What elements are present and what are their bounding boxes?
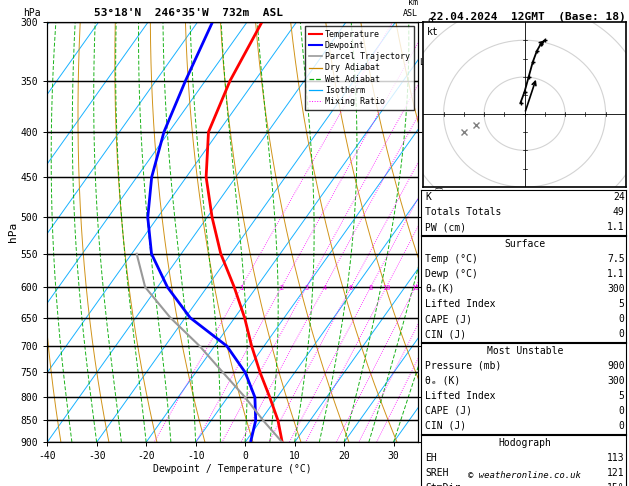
Text: 1.1: 1.1 (607, 222, 625, 232)
Text: 49: 49 (613, 207, 625, 217)
Text: 113: 113 (607, 452, 625, 463)
Text: PW (cm): PW (cm) (425, 222, 466, 232)
Text: 7.5: 7.5 (607, 254, 625, 264)
Text: 5: 5 (619, 391, 625, 401)
Text: 0: 0 (619, 329, 625, 339)
Text: hPa: hPa (23, 8, 41, 17)
Text: 10: 10 (382, 285, 391, 291)
Text: 2: 2 (279, 285, 284, 291)
Text: θₑ(K): θₑ(K) (425, 284, 455, 294)
Text: kt: kt (427, 27, 439, 37)
Text: 300: 300 (607, 284, 625, 294)
Text: © weatheronline.co.uk: © weatheronline.co.uk (467, 471, 581, 480)
Text: 3: 3 (304, 285, 308, 291)
Text: EH: EH (425, 452, 437, 463)
Text: km
ASL: km ASL (403, 0, 418, 17)
Text: Dewp (°C): Dewp (°C) (425, 269, 478, 279)
Text: Totals Totals: Totals Totals (425, 207, 501, 217)
Text: Most Unstable: Most Unstable (487, 346, 563, 356)
Text: K: K (425, 192, 431, 202)
Text: 15°: 15° (607, 483, 625, 486)
Text: Hodograph: Hodograph (498, 437, 552, 448)
Text: 300: 300 (607, 376, 625, 386)
Text: 0: 0 (619, 406, 625, 416)
Text: StmDir: StmDir (425, 483, 460, 486)
Text: 15: 15 (411, 285, 420, 291)
Text: Surface: Surface (504, 239, 545, 249)
Text: 4: 4 (322, 285, 326, 291)
Text: 900: 900 (607, 361, 625, 371)
Text: 1: 1 (239, 285, 243, 291)
Text: 22.04.2024  12GMT  (Base: 18): 22.04.2024 12GMT (Base: 18) (430, 12, 626, 22)
Y-axis label: Mixing Ratio (g/kg): Mixing Ratio (g/kg) (436, 185, 445, 279)
Text: Temp (°C): Temp (°C) (425, 254, 478, 264)
Text: 8: 8 (369, 285, 373, 291)
Text: 1.1: 1.1 (607, 269, 625, 279)
Text: SREH: SREH (425, 468, 448, 478)
Text: θₑ (K): θₑ (K) (425, 376, 460, 386)
Text: Lifted Index: Lifted Index (425, 299, 496, 309)
Legend: Temperature, Dewpoint, Parcel Trajectory, Dry Adiabat, Wet Adiabat, Isotherm, Mi: Temperature, Dewpoint, Parcel Trajectory… (305, 26, 414, 110)
Text: Lifted Index: Lifted Index (425, 391, 496, 401)
Text: 6: 6 (349, 285, 353, 291)
Text: Pressure (mb): Pressure (mb) (425, 361, 501, 371)
Text: CAPE (J): CAPE (J) (425, 314, 472, 324)
Text: CAPE (J): CAPE (J) (425, 406, 472, 416)
Text: 121: 121 (607, 468, 625, 478)
Text: 0: 0 (619, 314, 625, 324)
Text: 53°18'N  246°35'W  732m  ASL: 53°18'N 246°35'W 732m ASL (94, 8, 282, 17)
Text: 5: 5 (619, 299, 625, 309)
Text: LCL: LCL (419, 58, 434, 67)
Text: 24: 24 (613, 192, 625, 202)
Text: CIN (J): CIN (J) (425, 329, 466, 339)
X-axis label: Dewpoint / Temperature (°C): Dewpoint / Temperature (°C) (153, 464, 312, 474)
Text: 0: 0 (619, 421, 625, 431)
Text: CIN (J): CIN (J) (425, 421, 466, 431)
Y-axis label: hPa: hPa (8, 222, 18, 242)
